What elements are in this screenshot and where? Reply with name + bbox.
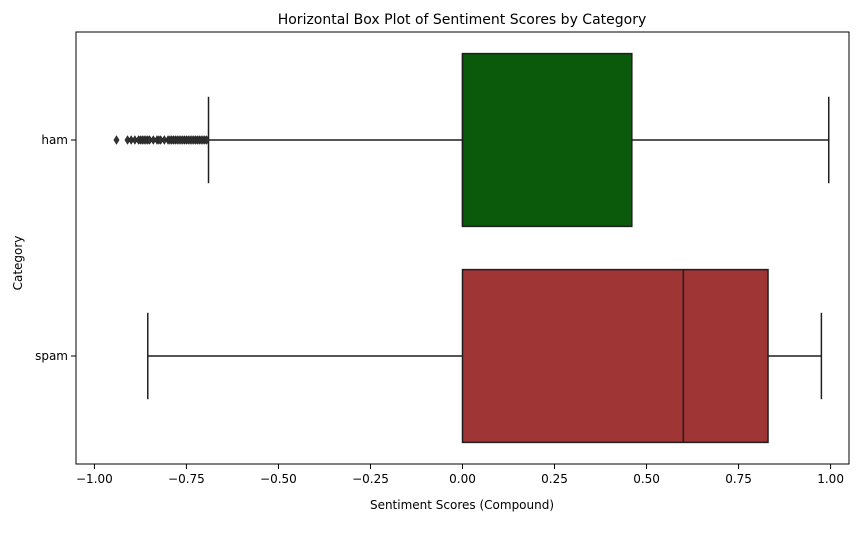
ham-outlier-point xyxy=(113,135,120,145)
spam-box xyxy=(461,268,769,444)
plot-area xyxy=(113,52,830,444)
x-tick-label: −1.00 xyxy=(76,472,113,486)
ham-box xyxy=(461,52,633,228)
x-tick-label: −0.75 xyxy=(168,472,205,486)
ham-outlier-point xyxy=(203,135,210,145)
y-axis-label: Category xyxy=(11,236,25,291)
x-tick-label: −0.25 xyxy=(352,472,389,486)
x-tick-label: 0.50 xyxy=(633,472,660,486)
x-tick-label: 0.00 xyxy=(449,472,476,486)
x-axis: −1.00 −0.75 −0.50 −0.25 0.00 0.25 0.50 0.75 1.00 xyxy=(76,464,844,486)
x-tick-label: 0.75 xyxy=(725,472,752,486)
y-tick-label: spam xyxy=(35,349,68,363)
chart-title: Horizontal Box Plot of Sentiment Scores … xyxy=(278,12,647,28)
x-tick-label: −0.50 xyxy=(260,472,297,486)
y-axis: ham spam xyxy=(35,133,76,363)
x-tick-label: 0.25 xyxy=(541,472,568,486)
y-tick-label: ham xyxy=(41,133,68,147)
x-axis-label: Sentiment Scores (Compound) xyxy=(370,498,554,512)
x-tick-label: 1.00 xyxy=(817,472,844,486)
